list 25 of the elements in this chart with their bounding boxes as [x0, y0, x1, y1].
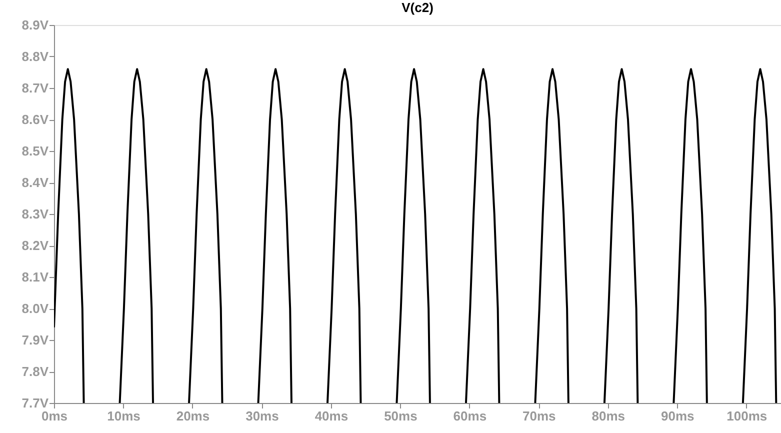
- y-tick-label: 7.7V: [22, 396, 49, 410]
- y-tick-label: 8.0V: [22, 301, 49, 316]
- y-tick-label: 8.6V: [22, 112, 49, 127]
- x-tick-label: 90ms: [661, 408, 694, 424]
- y-tick-label: 8.5V: [22, 144, 49, 158]
- chart-title: V(c2): [402, 0, 434, 15]
- y-tick-label: 7.8V: [22, 364, 49, 379]
- y-tick-label: 8.2V: [22, 238, 49, 253]
- x-tick-label: 0ms: [41, 408, 68, 424]
- y-tick-label: 8.1V: [22, 270, 49, 284]
- x-tick-label: 50ms: [384, 408, 418, 424]
- x-tick-label: 30ms: [246, 408, 279, 424]
- x-tick-label: 100ms: [726, 408, 768, 424]
- y-tick-label: 7.9V: [22, 332, 49, 348]
- y-tick-label: 8.8V: [22, 49, 49, 64]
- x-tick-label: 10ms: [107, 408, 140, 424]
- y-tick-label: 8.9V: [22, 18, 49, 32]
- x-tick-label: 70ms: [522, 408, 556, 424]
- x-tick-label: 40ms: [314, 408, 348, 424]
- x-tick-label: 60ms: [453, 408, 487, 424]
- y-tick-label: 8.7V: [22, 80, 49, 96]
- x-tick-label: 80ms: [592, 408, 626, 424]
- y-tick-label: 8.3V: [22, 206, 49, 222]
- x-tick-label: 20ms: [176, 408, 210, 424]
- y-tick-label: 8.4V: [22, 175, 49, 190]
